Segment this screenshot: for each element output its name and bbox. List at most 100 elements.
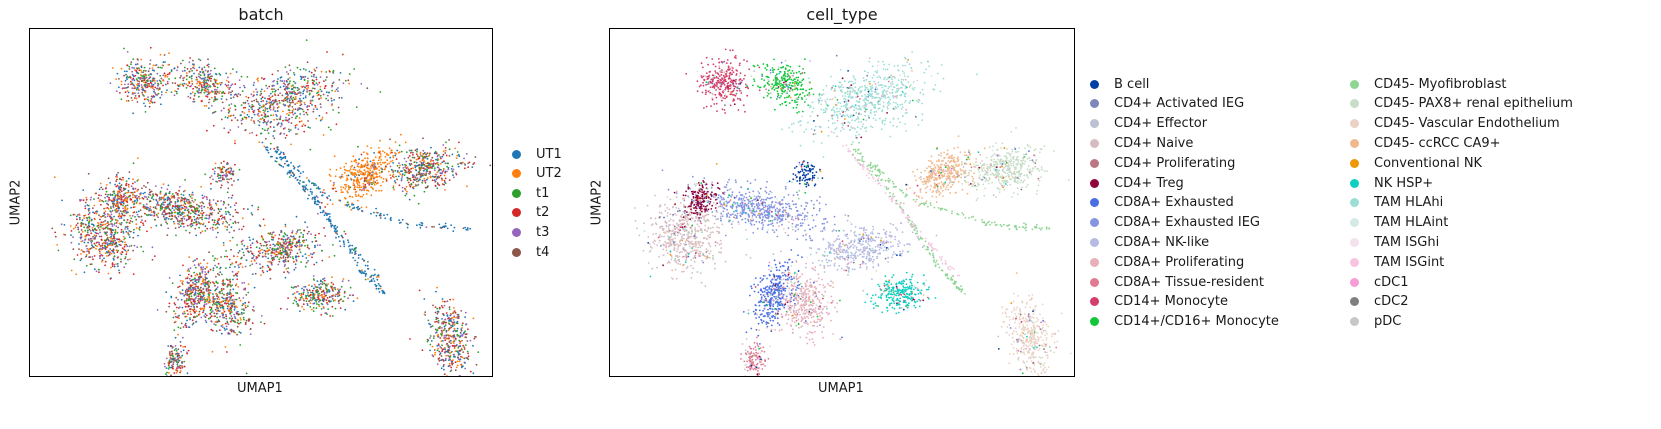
scatter-point bbox=[264, 110, 266, 112]
scatter-point bbox=[371, 162, 374, 164]
scatter-point bbox=[322, 93, 325, 96]
scatter-point bbox=[378, 147, 380, 149]
scatter-point bbox=[217, 302, 220, 305]
scatter-point bbox=[425, 186, 427, 189]
scatter-point bbox=[142, 206, 145, 208]
scatter-point bbox=[125, 221, 128, 224]
scatter-point bbox=[87, 229, 89, 232]
scatter-point bbox=[54, 231, 57, 234]
scatter-point bbox=[363, 187, 365, 190]
scatter-point bbox=[188, 290, 191, 292]
scatter-point bbox=[445, 321, 448, 324]
scatter-point bbox=[261, 128, 264, 130]
scatter-point bbox=[136, 101, 139, 103]
scatter-point bbox=[187, 286, 190, 289]
scatter-point bbox=[114, 209, 116, 212]
scatter-point bbox=[291, 230, 294, 232]
scatter-point bbox=[124, 192, 127, 195]
scatter-point bbox=[201, 201, 204, 204]
scatter-point bbox=[117, 206, 120, 209]
scatter-point bbox=[288, 97, 290, 100]
scatter-point bbox=[282, 110, 284, 113]
scatter-point bbox=[178, 207, 181, 210]
scatter-point bbox=[314, 69, 317, 72]
scatter-point bbox=[116, 209, 118, 212]
scatter-point bbox=[215, 293, 217, 295]
scatter-point bbox=[308, 89, 311, 92]
scatter-point bbox=[216, 98, 219, 101]
scatter-point bbox=[237, 126, 240, 128]
scatter-point bbox=[158, 79, 161, 82]
scatter-point bbox=[188, 80, 190, 83]
scatter-point bbox=[450, 335, 453, 338]
scatter-point bbox=[267, 253, 270, 255]
scatter-point bbox=[220, 301, 223, 304]
scatter-point bbox=[207, 88, 209, 91]
scatter-point bbox=[335, 190, 337, 193]
scatter-point bbox=[105, 207, 108, 210]
scatter-point bbox=[196, 203, 198, 206]
scatter-point bbox=[417, 156, 420, 158]
scatter-point bbox=[149, 207, 151, 210]
scatter-point bbox=[201, 230, 204, 233]
scatter-point bbox=[437, 164, 440, 166]
scatter-point bbox=[132, 249, 134, 252]
scatter-point bbox=[229, 291, 231, 294]
scatter-point bbox=[265, 241, 267, 244]
scatter-point bbox=[186, 198, 189, 201]
scatter-point bbox=[314, 236, 316, 239]
scatter-point bbox=[129, 194, 131, 197]
scatter-point bbox=[106, 202, 108, 205]
scatter-point bbox=[194, 291, 197, 293]
scatter-point bbox=[263, 118, 266, 121]
scatter-point bbox=[467, 352, 469, 355]
scatter-point bbox=[205, 87, 208, 89]
scatter-point bbox=[150, 86, 152, 89]
scatter-point bbox=[128, 245, 131, 248]
scatter-point bbox=[93, 212, 96, 215]
scatter-point bbox=[95, 212, 98, 215]
scatter-point bbox=[202, 309, 205, 312]
scatter-point bbox=[297, 128, 300, 131]
scatter-point bbox=[362, 185, 365, 188]
scatter-point bbox=[464, 333, 467, 336]
scatter-point bbox=[463, 346, 466, 349]
scatter-point bbox=[178, 285, 181, 288]
scatter-point bbox=[186, 269, 189, 272]
scatter-point bbox=[271, 236, 273, 238]
scatter-point bbox=[289, 129, 292, 131]
scatter-point bbox=[255, 100, 258, 103]
scatter-point bbox=[307, 77, 309, 80]
scatter-point bbox=[364, 157, 366, 160]
scatter-point bbox=[222, 244, 225, 247]
scatter-point bbox=[106, 234, 108, 237]
scatter-point bbox=[408, 184, 411, 186]
scatter-point bbox=[87, 172, 90, 175]
scatter-point bbox=[327, 126, 330, 129]
scatter-point bbox=[280, 252, 283, 255]
scatter-point bbox=[360, 189, 363, 192]
scatter-point bbox=[106, 227, 109, 230]
scatter-point bbox=[226, 285, 229, 287]
scatter-point bbox=[176, 200, 179, 203]
scatter-point bbox=[241, 248, 244, 251]
scatter-point bbox=[177, 315, 180, 317]
scatter-point bbox=[243, 86, 246, 89]
scatter-point bbox=[150, 211, 153, 214]
scatter-point bbox=[164, 201, 166, 204]
scatter-point bbox=[332, 109, 334, 111]
scatter-point bbox=[164, 198, 167, 201]
scatter-point bbox=[228, 303, 230, 306]
scatter-point bbox=[379, 153, 382, 155]
scatter-point bbox=[210, 320, 213, 323]
scatter-point bbox=[286, 86, 289, 88]
scatter-point bbox=[213, 259, 216, 262]
scatter-point bbox=[88, 216, 91, 219]
scatter-point bbox=[117, 86, 120, 89]
scatter-point bbox=[196, 69, 198, 72]
scatter-point bbox=[210, 315, 213, 317]
scatter-point bbox=[200, 205, 203, 207]
scatter-point bbox=[91, 244, 93, 247]
scatter-point bbox=[475, 363, 478, 366]
scatter-point bbox=[288, 111, 291, 114]
